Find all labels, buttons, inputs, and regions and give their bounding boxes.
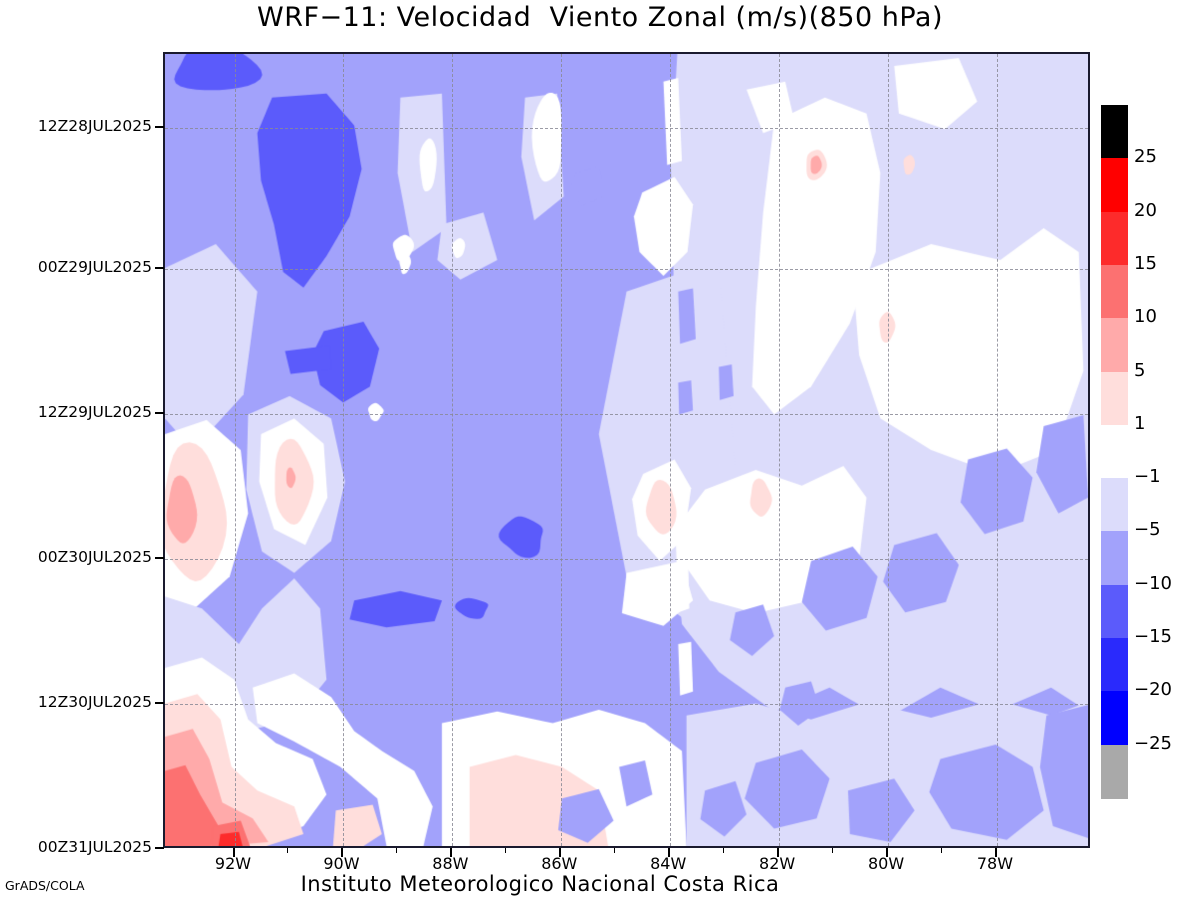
gridline-horizontal-12Z29JUL2025 bbox=[165, 413, 1088, 415]
x-tick-78W bbox=[994, 848, 997, 857]
colorbar-segment-3 bbox=[1101, 264, 1128, 319]
colorbar-segment-5 bbox=[1101, 371, 1128, 426]
gridline-vertical-86W bbox=[561, 54, 563, 846]
plot-area bbox=[163, 52, 1090, 848]
x-axis-label: 82W bbox=[759, 854, 796, 873]
colorbar-tick-label: 10 bbox=[1134, 306, 1157, 328]
gridline-vertical-80W bbox=[888, 54, 890, 846]
gridline-vertical-90W bbox=[343, 54, 345, 846]
gridline-horizontal-00Z29JUL2025 bbox=[165, 268, 1088, 270]
colorbar-segment-2 bbox=[1101, 211, 1128, 266]
gridline-horizontal-00Z30JUL2025 bbox=[165, 558, 1088, 560]
y-tick-00Z31JUL2025 bbox=[155, 847, 164, 850]
gridline-vertical-92W bbox=[234, 54, 236, 846]
x-axis-label: 78W bbox=[976, 854, 1014, 873]
y-axis-label: 12Z30JUL2025 bbox=[37, 692, 152, 711]
y-tick-12Z29JUL2025 bbox=[155, 411, 164, 414]
colorbar-segment-12 bbox=[1101, 744, 1128, 799]
colorbar-segment-8 bbox=[1101, 531, 1128, 586]
x-tick-minor bbox=[831, 848, 833, 853]
colorbar-tick-label: −20 bbox=[1134, 679, 1172, 701]
x-tick-90W bbox=[341, 848, 344, 857]
y-axis-label: 00Z31JUL2025 bbox=[37, 838, 152, 857]
x-tick-86W bbox=[559, 848, 562, 857]
gridline-vertical-84W bbox=[670, 54, 672, 846]
x-tick-minor bbox=[504, 848, 506, 853]
gridline-horizontal-12Z30JUL2025 bbox=[165, 703, 1088, 705]
y-tick-00Z30JUL2025 bbox=[155, 556, 164, 559]
colorbar-segment-0 bbox=[1101, 105, 1128, 159]
x-axis-label: 88W bbox=[432, 854, 469, 873]
y-tick-00Z29JUL2025 bbox=[155, 266, 164, 269]
x-tick-88W bbox=[450, 848, 453, 857]
colorbar-segment-1 bbox=[1101, 158, 1128, 213]
x-tick-minor bbox=[940, 848, 942, 853]
gridline-vertical-82W bbox=[779, 54, 781, 846]
colorbar-tick-label: 1 bbox=[1134, 412, 1146, 434]
colorbar-tick-label: −10 bbox=[1134, 572, 1172, 594]
colorbar-segment-10 bbox=[1101, 638, 1128, 692]
x-tick-82W bbox=[777, 848, 780, 857]
y-axis-label: 00Z29JUL2025 bbox=[37, 257, 152, 276]
colorbar-segment-9 bbox=[1101, 584, 1128, 639]
x-axis-label: 86W bbox=[541, 854, 578, 873]
y-tick-12Z30JUL2025 bbox=[155, 701, 164, 704]
y-axis-label: 12Z28JUL2025 bbox=[37, 117, 152, 136]
x-tick-84W bbox=[668, 848, 671, 857]
y-tick-12Z28JUL2025 bbox=[155, 126, 164, 129]
colorbar-segment-11 bbox=[1101, 691, 1128, 746]
gridline-horizontal-12Z28JUL2025 bbox=[165, 128, 1088, 130]
colorbar-segment-6 bbox=[1101, 424, 1128, 479]
x-axis-label: 92W bbox=[214, 854, 252, 873]
colorbar-tick-label: 25 bbox=[1134, 146, 1157, 168]
x-axis-label: 84W bbox=[650, 854, 687, 873]
colorbar-segment-7 bbox=[1101, 478, 1128, 533]
colorbar-segment-4 bbox=[1101, 318, 1128, 373]
colorbar-tick-label: −25 bbox=[1134, 732, 1172, 754]
colorbar-tick-label: 15 bbox=[1134, 252, 1157, 274]
x-axis-label: 90W bbox=[323, 854, 360, 873]
colorbar-tick-label: 20 bbox=[1134, 199, 1157, 221]
colorbar-tick-label: −1 bbox=[1134, 466, 1161, 488]
gridline-vertical-78W bbox=[996, 54, 998, 846]
page-title: WRF−11: Velocidad Viento Zonal (m/s)(850… bbox=[257, 2, 943, 33]
y-axis-label: 00Z30JUL2025 bbox=[37, 547, 152, 566]
y-axis-label: 12Z29JUL2025 bbox=[37, 402, 152, 421]
x-axis-label: 80W bbox=[867, 854, 905, 873]
x-tick-minor bbox=[613, 848, 615, 853]
colorbar-tick-label: 5 bbox=[1134, 359, 1146, 381]
colorbar bbox=[1101, 105, 1128, 799]
x-tick-minor bbox=[722, 848, 724, 853]
x-tick-minor bbox=[287, 848, 289, 853]
contour-field bbox=[165, 54, 1088, 846]
colorbar-tick-label: −5 bbox=[1134, 519, 1161, 541]
colorbar-tick-label: −15 bbox=[1134, 626, 1172, 648]
gridline-vertical-88W bbox=[452, 54, 454, 846]
x-tick-92W bbox=[232, 848, 235, 857]
x-tick-80W bbox=[886, 848, 889, 857]
x-tick-minor bbox=[395, 848, 397, 853]
footer-institution: Instituto Meteorologico Nacional Costa R… bbox=[300, 872, 780, 896]
footer-credit: GrADS/COLA bbox=[5, 878, 85, 893]
